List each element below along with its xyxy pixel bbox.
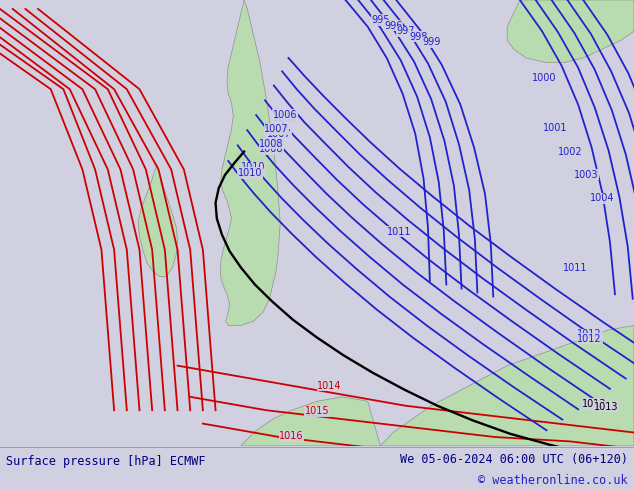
Polygon shape xyxy=(507,0,634,62)
Text: We 05-06-2024 06:00 UTC (06+120): We 05-06-2024 06:00 UTC (06+120) xyxy=(399,453,628,466)
Text: 1001: 1001 xyxy=(543,123,567,133)
Text: 1008: 1008 xyxy=(259,144,283,154)
Text: 1013: 1013 xyxy=(583,398,607,409)
Text: 1010: 1010 xyxy=(238,168,262,178)
Text: 1016: 1016 xyxy=(280,431,304,441)
Text: 998: 998 xyxy=(410,31,427,42)
Text: 1008: 1008 xyxy=(259,139,283,148)
Text: 1011: 1011 xyxy=(387,227,411,237)
Text: 1006: 1006 xyxy=(273,110,297,120)
Text: Surface pressure [hPa] ECMWF: Surface pressure [hPa] ECMWF xyxy=(6,455,206,468)
Polygon shape xyxy=(138,165,178,276)
Text: 997: 997 xyxy=(396,26,415,36)
Text: 1004: 1004 xyxy=(590,194,614,203)
Text: 1012: 1012 xyxy=(578,334,602,344)
Polygon shape xyxy=(221,0,280,325)
Text: 1014: 1014 xyxy=(318,381,342,391)
Text: 996: 996 xyxy=(384,21,402,31)
Text: 1003: 1003 xyxy=(574,170,598,180)
Text: 1007: 1007 xyxy=(264,124,288,134)
Text: 1002: 1002 xyxy=(559,147,583,157)
Text: 995: 995 xyxy=(371,15,390,25)
Text: © weatheronline.co.uk: © weatheronline.co.uk xyxy=(478,474,628,487)
Text: 1000: 1000 xyxy=(532,73,556,83)
Text: 1006: 1006 xyxy=(273,113,297,123)
Text: 1015: 1015 xyxy=(305,406,329,416)
Text: 1007: 1007 xyxy=(267,129,291,139)
Polygon shape xyxy=(241,397,380,446)
Text: 1012: 1012 xyxy=(578,329,602,340)
Text: 1010: 1010 xyxy=(242,162,266,172)
Text: 1013: 1013 xyxy=(594,402,618,412)
Polygon shape xyxy=(380,325,634,446)
Text: 1011: 1011 xyxy=(564,263,588,272)
Text: 999: 999 xyxy=(422,37,440,48)
